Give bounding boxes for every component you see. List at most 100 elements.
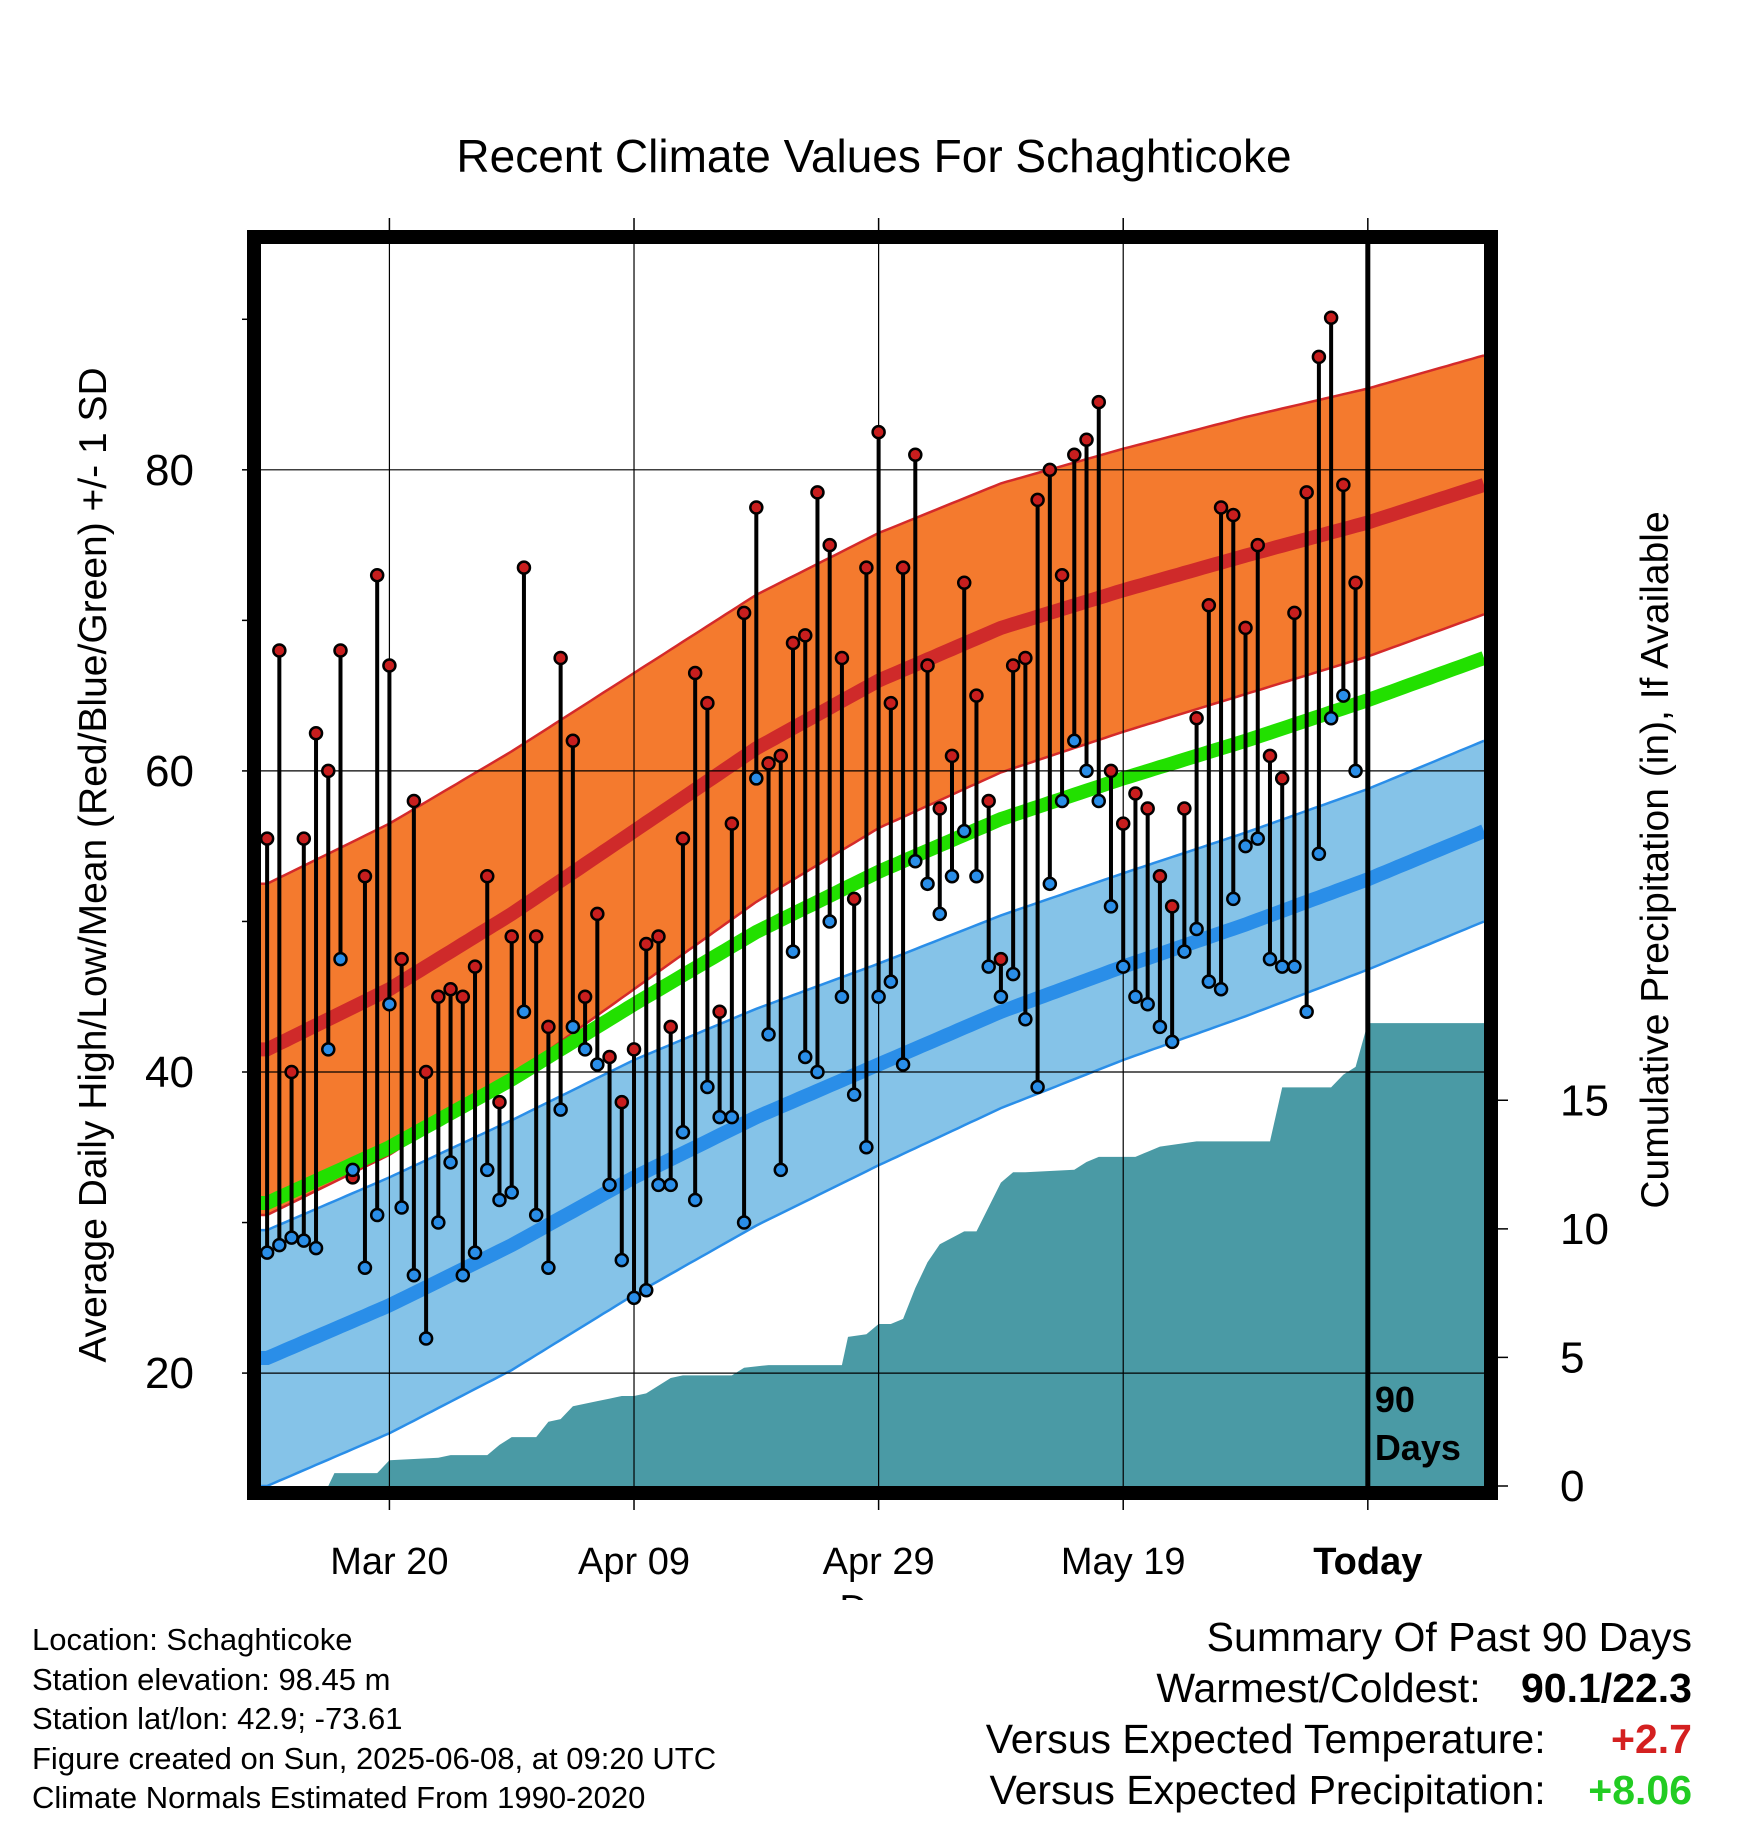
low-temp-point <box>1274 959 1290 974</box>
low-temp-point <box>321 1042 336 1057</box>
low-temp-point <box>261 1245 275 1260</box>
low-temp-point <box>736 1215 752 1230</box>
high-temp-point <box>626 1042 642 1057</box>
high-temp-point <box>1115 816 1131 831</box>
high-temp-point <box>602 1049 617 1065</box>
high-temp-point <box>382 658 397 673</box>
high-temp-point <box>834 650 850 666</box>
y-tick-label-left: 40 <box>145 1048 194 1097</box>
low-temp-point <box>516 1004 532 1020</box>
today-days-number: 90 <box>1375 1379 1415 1420</box>
high-temp-point <box>455 989 471 1004</box>
low-temp-point <box>333 951 348 967</box>
precip-value: +8.06 <box>1588 1767 1692 1813</box>
high-temp-point <box>1238 620 1253 636</box>
high-temp-point <box>724 816 740 831</box>
temp-value: +2.7 <box>1611 1716 1692 1762</box>
low-temp-point <box>920 876 935 892</box>
low-temp-point <box>602 1177 617 1193</box>
high-temp-point <box>969 688 984 703</box>
high-temp-point <box>296 831 312 846</box>
high-temp-point <box>1348 575 1363 590</box>
low-temp-point <box>455 1267 471 1283</box>
high-temp-point <box>1226 507 1241 523</box>
high-temp-point <box>590 906 605 922</box>
high-temp-point <box>528 929 544 944</box>
high-temp-point <box>272 643 287 658</box>
high-temp-point <box>284 1064 299 1080</box>
low-temp-point <box>565 1019 581 1035</box>
high-temp-point <box>1067 447 1082 463</box>
low-temp-point <box>956 823 972 839</box>
temp-row: Versus Expected Temperature: +2.7 <box>986 1714 1692 1765</box>
plot-inner: 90 Days <box>261 244 1484 1486</box>
low-temp-point <box>394 1200 409 1215</box>
low-temp-point <box>944 869 960 884</box>
low-temp-point <box>1042 876 1058 892</box>
x-tick-label: Apr 29 <box>823 1541 935 1583</box>
elevation-text: Station elevation: 98.45 m <box>32 1661 391 1697</box>
low-temp-point <box>1005 966 1021 982</box>
temp-label: Versus Expected Temperature: <box>985 1716 1546 1762</box>
low-temp-point <box>1103 899 1119 914</box>
location-text: Location: Schaghticoke <box>32 1622 353 1657</box>
low-temp-point <box>382 997 397 1012</box>
high-temp-point <box>993 951 1009 967</box>
low-temp-point <box>675 1124 691 1140</box>
low-temp-point <box>406 1267 422 1283</box>
high-temp-point <box>1042 462 1058 478</box>
high-temp-point <box>956 575 972 590</box>
low-temp-point <box>1164 1034 1180 1050</box>
low-normal-band <box>261 740 1484 1486</box>
mean-normal-line <box>261 651 1484 1210</box>
y-tick-label-right: 10 <box>1560 1205 1609 1254</box>
low-temp-point <box>908 853 923 869</box>
climate-chart: Recent Climate Values For Schaghticoke 9… <box>72 130 1677 1600</box>
low-temp-point <box>1091 793 1107 809</box>
high-temp-point <box>810 485 825 500</box>
low-temp-point <box>883 974 899 989</box>
high-temp-point <box>663 1019 678 1035</box>
high-temp-point <box>675 831 691 846</box>
low-temp-point <box>1287 959 1302 974</box>
high-temp-point <box>1164 899 1180 914</box>
precip-row: Versus Expected Precipitation: +8.06 <box>986 1765 1693 1816</box>
high-temp-point <box>700 695 715 711</box>
high-temp-point <box>1274 771 1290 786</box>
low-temp-point <box>1128 989 1143 1004</box>
high-temp-point <box>687 665 703 681</box>
high-temp-point <box>1079 432 1094 447</box>
high-temp-point <box>1311 349 1327 365</box>
high-temp-point <box>1030 492 1045 508</box>
low-temp-point <box>969 869 984 884</box>
low-temp-point <box>1262 951 1278 967</box>
low-temp-point <box>724 1109 740 1125</box>
y-tick-label-left: 80 <box>145 446 194 495</box>
high-temp-point <box>1091 394 1107 410</box>
high-temp-point <box>406 793 422 809</box>
low-temp-point <box>443 1155 458 1170</box>
high-temp-point <box>1262 748 1278 764</box>
low-temp-point <box>626 1290 642 1306</box>
summary-panel: Summary Of Past 90 Days Warmest/Coldest:… <box>986 1612 1692 1816</box>
low-temp-point <box>308 1240 324 1256</box>
low-temp-point <box>369 1207 385 1223</box>
high-temp-point <box>308 726 324 741</box>
low-temp-point <box>785 944 801 959</box>
low-temp-point <box>687 1192 703 1208</box>
high-temp-point <box>920 658 935 673</box>
high-temp-point <box>761 756 776 771</box>
low-temp-point <box>834 989 850 1004</box>
low-temp-point <box>1054 793 1070 809</box>
high-temp-point <box>822 537 837 553</box>
low-temp-point <box>528 1207 544 1223</box>
low-temp-point <box>1336 688 1351 703</box>
plot-area: 90 Days 20 40 60 80 0 5 10 15 Mar 20 Apr 09 Apr 29 Ma… <box>145 218 1609 1583</box>
created-text: Figure created on Sun, 2025-06-08, at 09… <box>32 1740 717 1776</box>
high-temp-point <box>565 733 581 749</box>
x-tick-label: Today <box>1313 1541 1422 1583</box>
high-temp-point <box>357 869 373 884</box>
high-temp-point <box>908 447 923 463</box>
normals-text: Climate Normals Estimated From 1990-2020 <box>32 1780 646 1815</box>
high-temp-point <box>1103 763 1119 779</box>
